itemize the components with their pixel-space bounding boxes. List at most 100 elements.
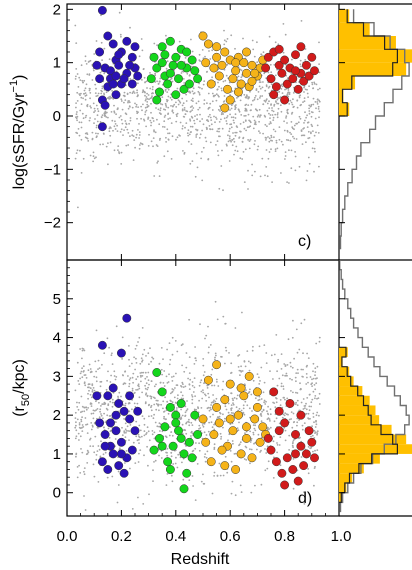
- background-point: [100, 440, 102, 443]
- background-point: [79, 149, 81, 152]
- histogram-bar: [339, 415, 380, 425]
- background-point: [268, 428, 270, 430]
- background-point: [175, 372, 177, 375]
- background-point: [211, 92, 214, 95]
- background-point: [247, 104, 250, 106]
- background-point: [266, 102, 269, 105]
- background-point: [81, 349, 84, 352]
- background-point: [82, 370, 85, 373]
- background-point: [192, 107, 195, 109]
- background-point: [254, 429, 257, 432]
- background-point: [144, 402, 147, 405]
- background-point: [194, 395, 197, 397]
- background-point: [286, 374, 288, 377]
- background-point: [314, 449, 316, 452]
- background-point: [120, 128, 123, 131]
- background-point: [183, 370, 186, 373]
- background-point: [312, 370, 314, 373]
- background-point: [167, 412, 170, 415]
- background-point: [147, 386, 150, 389]
- background-point: [230, 123, 233, 126]
- background-point: [123, 91, 126, 94]
- background-point: [111, 352, 113, 355]
- background-point: [223, 29, 225, 32]
- histogram-bar: [339, 356, 343, 367]
- background-point: [152, 92, 155, 95]
- series-2-point: [206, 79, 216, 89]
- background-point: [202, 374, 205, 377]
- background-point: [245, 459, 248, 461]
- background-point: [124, 382, 127, 385]
- background-point: [239, 374, 241, 376]
- background-point: [121, 108, 124, 111]
- background-point: [117, 145, 120, 148]
- background-point: [83, 381, 86, 384]
- background-point: [90, 106, 92, 109]
- x-tick-label: 0.6: [220, 528, 241, 545]
- background-point: [181, 381, 184, 384]
- y-tick-label: −1: [44, 161, 61, 178]
- background-point: [291, 127, 294, 130]
- background-point: [136, 439, 139, 442]
- background-point: [185, 421, 188, 424]
- background-point: [103, 115, 106, 117]
- background-point: [139, 142, 142, 145]
- background-point: [316, 433, 318, 436]
- background-point: [144, 377, 147, 380]
- background-point: [306, 92, 309, 95]
- background-point: [296, 99, 299, 102]
- background-point: [150, 96, 153, 99]
- background-point: [123, 418, 125, 420]
- panel-d-series: [92, 313, 319, 494]
- background-point: [233, 397, 236, 399]
- background-point: [201, 424, 204, 426]
- background-point: [83, 79, 86, 82]
- background-point: [180, 397, 183, 400]
- background-point: [95, 370, 97, 373]
- background-point: [102, 143, 104, 146]
- histogram-bar: [339, 424, 392, 435]
- background-point: [106, 414, 109, 417]
- background-point: [131, 129, 134, 132]
- background-point: [236, 394, 239, 397]
- background-point: [225, 408, 228, 411]
- background-point: [188, 383, 191, 386]
- background-point: [252, 424, 255, 426]
- series-0-point: [100, 430, 110, 439]
- background-point: [81, 451, 84, 454]
- background-point: [254, 95, 257, 97]
- background-point: [292, 439, 295, 442]
- background-point: [296, 351, 299, 354]
- background-point: [113, 370, 116, 373]
- background-point: [307, 156, 310, 159]
- background-point: [272, 378, 274, 380]
- background-point: [156, 425, 159, 428]
- background-point: [316, 101, 319, 103]
- background-point: [103, 352, 106, 355]
- background-point: [100, 116, 103, 118]
- background-point: [276, 370, 278, 373]
- background-point: [89, 117, 91, 119]
- background-point: [228, 127, 231, 130]
- background-point: [221, 111, 223, 114]
- background-point: [216, 130, 219, 133]
- background-point: [163, 116, 166, 118]
- background-point: [294, 403, 297, 406]
- background-point: [233, 121, 236, 124]
- histogram-bar: [339, 473, 353, 484]
- background-point: [145, 382, 148, 385]
- background-point: [276, 98, 279, 101]
- series-2-point: [201, 58, 211, 68]
- background-point: [298, 419, 300, 421]
- series-2-point: [203, 375, 213, 385]
- background-point: [140, 435, 143, 438]
- background-point: [94, 118, 96, 120]
- series-2-point: [223, 84, 232, 94]
- background-point: [163, 120, 166, 123]
- background-point: [296, 424, 298, 427]
- background-point: [244, 365, 247, 368]
- background-point: [292, 319, 294, 322]
- background-point: [244, 107, 247, 110]
- y-tick-label: 1: [53, 446, 61, 463]
- background-point: [159, 77, 162, 80]
